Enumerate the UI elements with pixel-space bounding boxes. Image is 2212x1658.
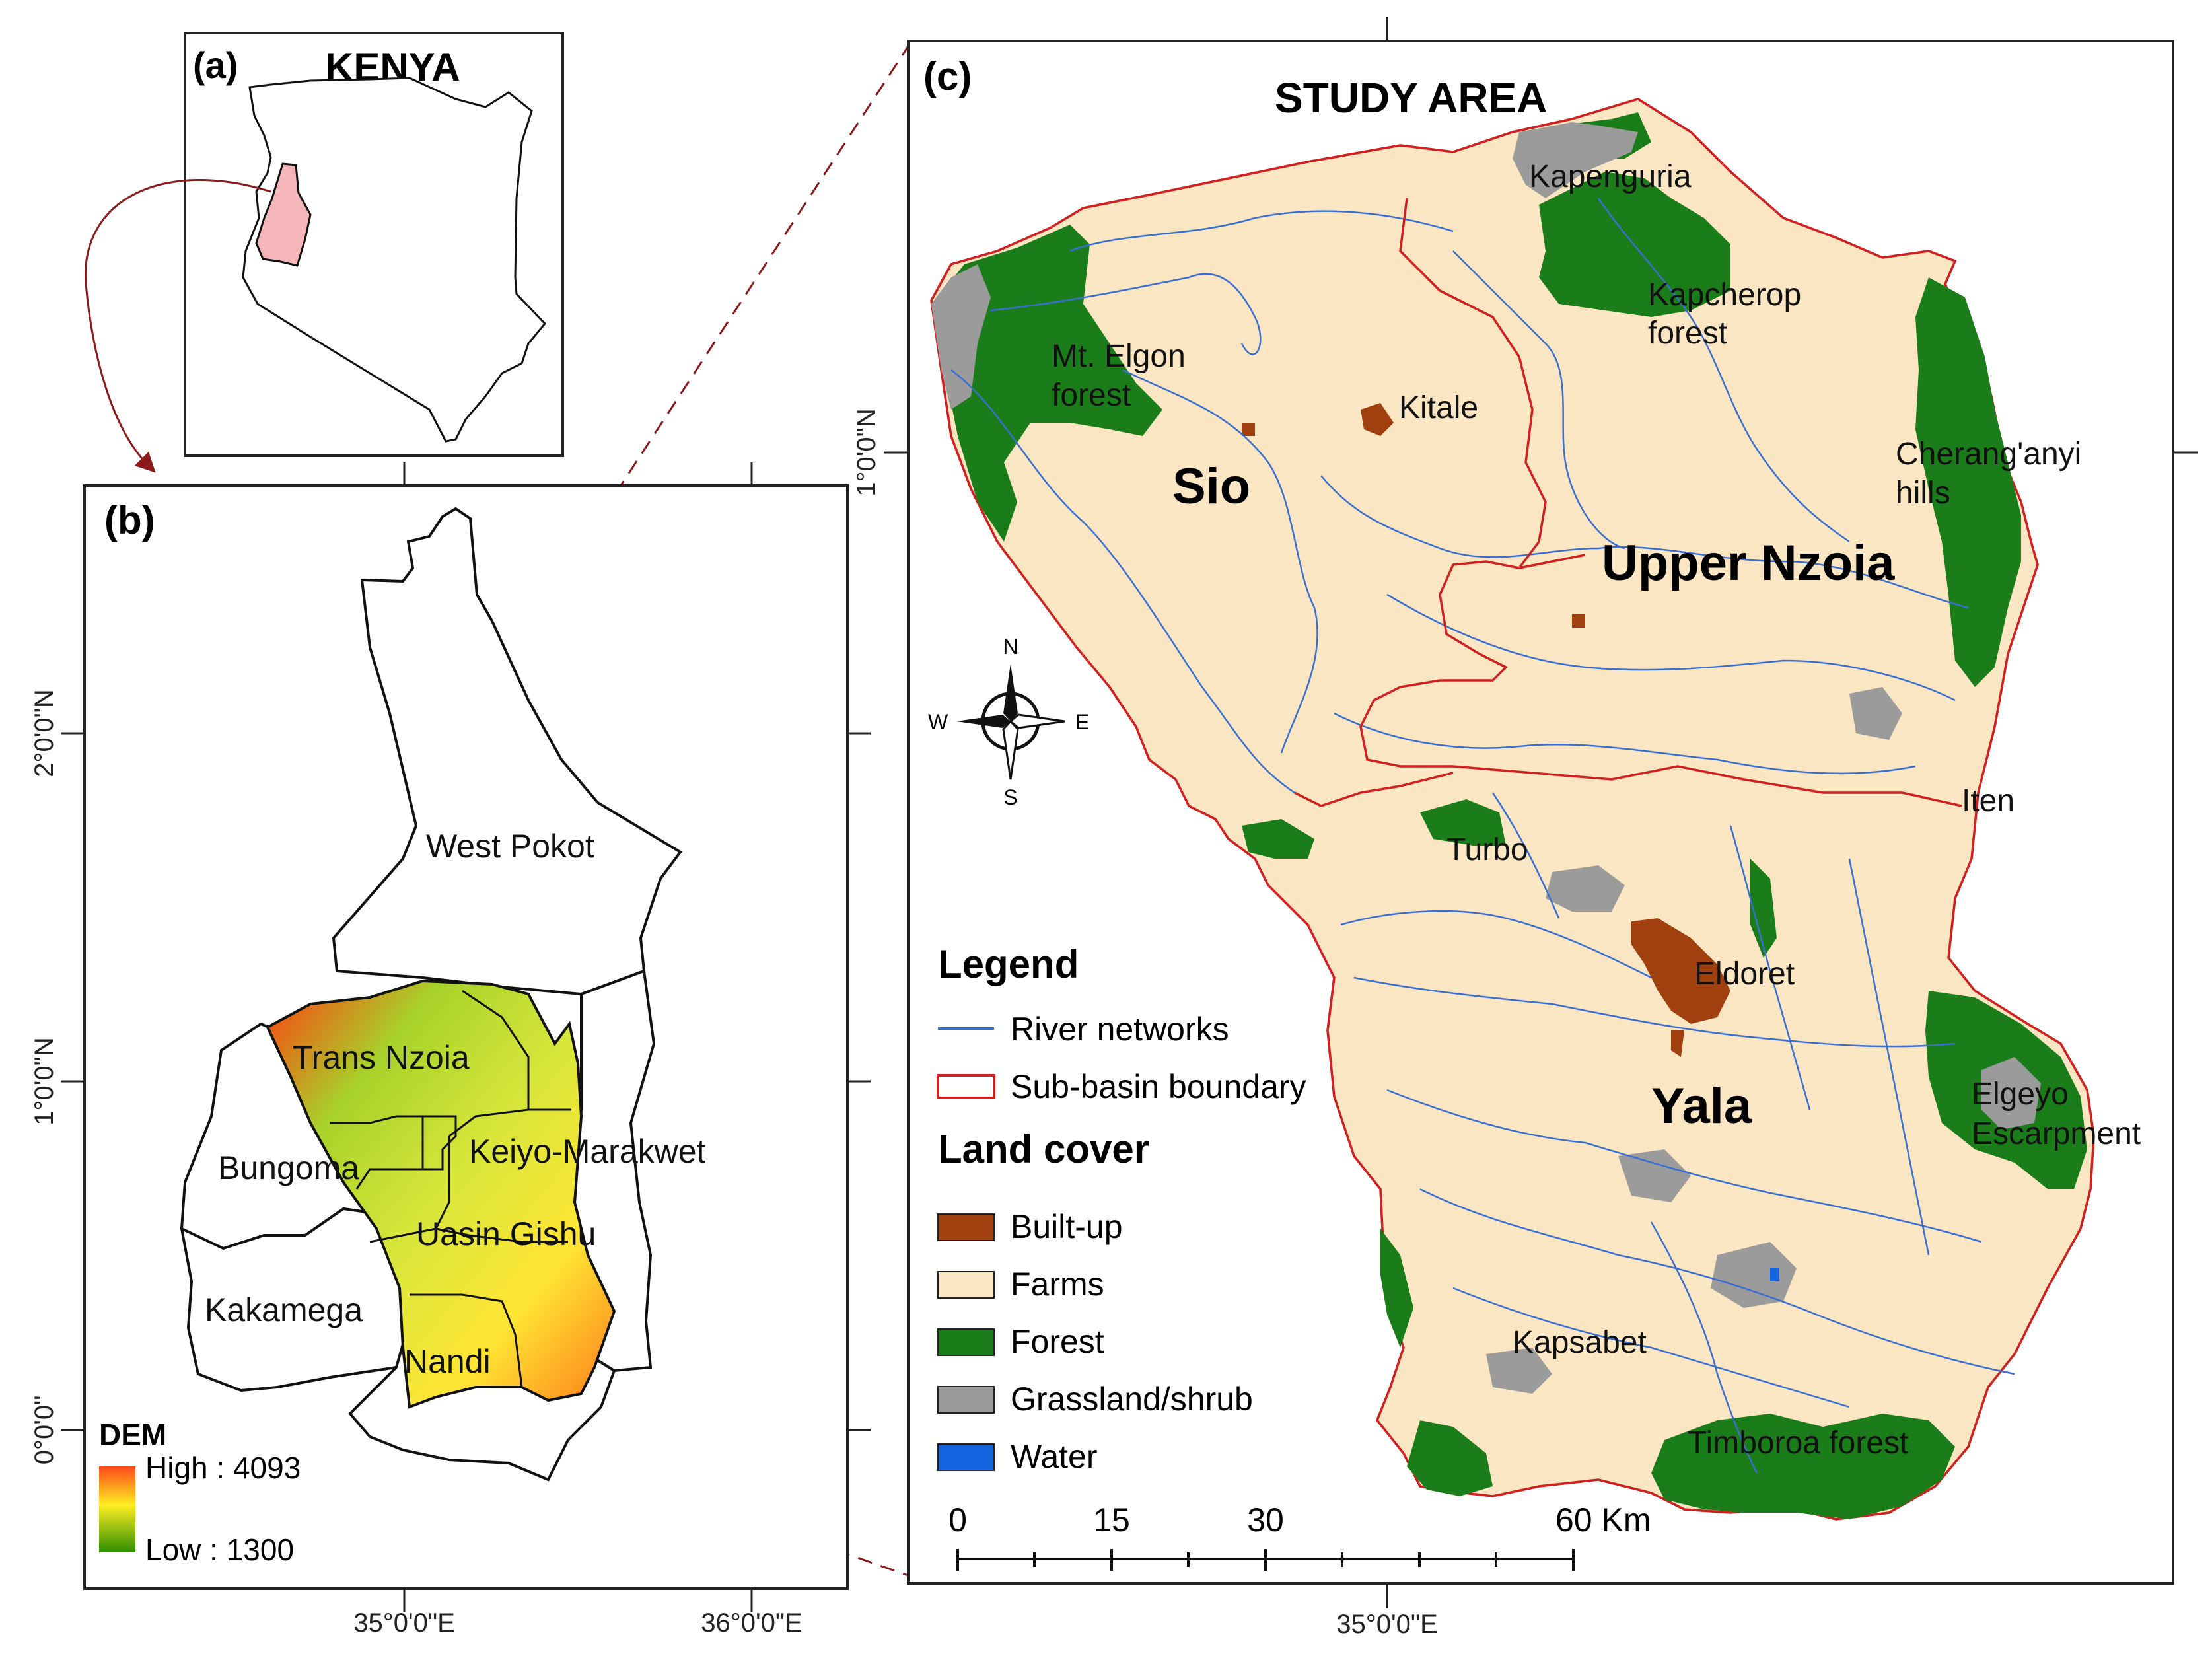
place-kapenguria: Kapenguria — [1529, 159, 1692, 194]
legend-boundary-swatch — [937, 1074, 995, 1099]
landcover-swatch-grassland-shrub — [937, 1386, 995, 1414]
panel-b: (b) West Pokot T — [30, 462, 871, 1638]
dem-legend-title: DEM — [99, 1418, 166, 1452]
panel-a: (a) KENYA — [184, 32, 564, 457]
place-eldoret: Eldoret — [1694, 956, 1795, 991]
panel-b-lat-1n: 1°0'0"N — [30, 1037, 59, 1125]
label-west-pokot: West Pokot — [426, 828, 594, 865]
panel-c-title: STUDY AREA — [1275, 74, 1548, 122]
landcover-label-built-up: Built-up — [1011, 1208, 1123, 1245]
place-kapcherop: Kapcherop — [1648, 277, 1801, 312]
place-elgeyo: Elgeyo — [1972, 1077, 2069, 1112]
place-escarpment: Escarpment — [1972, 1116, 2141, 1151]
subbasin-boundaries — [1294, 198, 1962, 807]
landcover-label-forest: Forest — [1011, 1323, 1104, 1360]
place-mt-elgon: Mt. Elgon — [1052, 339, 1186, 374]
county-west-pokot — [332, 507, 682, 996]
landcover-swatch-built-up — [937, 1213, 995, 1241]
place-turbo: Turbo — [1446, 832, 1528, 867]
label-keiyo-marakwet: Keiyo-Marakwet — [469, 1133, 706, 1170]
grassland-patches — [931, 122, 2041, 1394]
label-trans-nzoia: Trans Nzoia — [293, 1039, 470, 1076]
place-kitale: Kitale — [1399, 390, 1478, 425]
legend-boundary-label: Sub-basin boundary — [1011, 1068, 1306, 1105]
place-kapcherop-forest: forest — [1648, 316, 1727, 351]
panel-c-lon-35e: 35°0'0"E — [1336, 1610, 1438, 1639]
subbasin-sio: Sio — [1172, 458, 1250, 515]
place-timboroa-forest: Timboroa forest — [1688, 1425, 1908, 1460]
compass-e: E — [1075, 710, 1089, 734]
water-patch — [1770, 1268, 1779, 1281]
subbasin-yala: Yala — [1651, 1078, 1752, 1134]
landcover-swatch-water — [937, 1443, 995, 1471]
dem-internal-boundaries — [330, 990, 571, 1388]
panel-b-lon-35e: 35°0'0"E — [353, 1608, 455, 1638]
panel-c-ticks — [884, 17, 2198, 1608]
scale-bar-ticks — [956, 1549, 1575, 1571]
place-cheranganyi: Cherang'anyi — [1896, 437, 2081, 472]
label-kakamega: Kakamega — [205, 1291, 363, 1328]
compass-n: N — [1003, 635, 1018, 659]
panel-c: (c) STUDY AREA 1°0'0"N 35°0'0"E — [852, 17, 2198, 1639]
river-networks — [950, 198, 2015, 1474]
builtup-patches — [1242, 403, 1730, 1057]
scale-label-15: 15 — [1093, 1501, 1130, 1538]
landcover-items: Built-up Farms Forest Grassland/shrub Water — [937, 1208, 1253, 1475]
landcover-title: Land cover — [938, 1127, 1149, 1171]
compass-w: W — [928, 710, 948, 734]
landcover-label-farms: Farms — [1011, 1266, 1104, 1303]
place-kapsabet: Kapsabet — [1513, 1325, 1647, 1360]
panel-b-lat-2n: 2°0'0"N — [30, 689, 59, 777]
label-uasin-gishu: Uasin Gishu — [416, 1215, 596, 1252]
legend-title: Legend — [938, 942, 1079, 986]
scale-label-30: 30 — [1247, 1501, 1284, 1538]
panel-a-letter: (a) — [193, 44, 238, 86]
compass-s: S — [1003, 785, 1017, 809]
landcover-label-water: Water — [1011, 1438, 1098, 1475]
dem-color-ramp — [99, 1466, 135, 1552]
place-labels: Kapenguria Kapcherop forest Mt. Elgon fo… — [1052, 159, 2141, 1460]
north-arrow: N E S W — [928, 635, 1089, 809]
place-iten: Iten — [1962, 783, 2015, 818]
panel-b-letter: (b) — [104, 498, 155, 542]
panel-c-lat-1n: 1°0'0"N — [852, 408, 881, 496]
landcover-swatch-forest — [937, 1328, 995, 1356]
scale-label-60: 60 Km — [1555, 1501, 1651, 1538]
inset-arrow — [84, 178, 271, 473]
legend-river-label: River networks — [1011, 1011, 1229, 1048]
scale-label-0: 0 — [948, 1501, 967, 1538]
panel-c-letter: (c) — [923, 54, 972, 98]
label-nandi: Nandi — [404, 1343, 491, 1380]
panel-b-lon-36e: 36°0'0"E — [701, 1608, 803, 1638]
landcover-swatch-farms — [937, 1271, 995, 1299]
place-cheranganyi-hills: hills — [1896, 476, 1950, 511]
label-bungoma: Bungoma — [218, 1149, 359, 1186]
forest-patches — [938, 112, 2087, 1519]
place-mt-elgon-forest: forest — [1052, 378, 1131, 413]
scale-bar: 0 15 30 60 Km — [948, 1501, 1651, 1571]
panel-b-lat-0: 0°0'0" — [30, 1396, 59, 1465]
study-area-highlight — [255, 162, 312, 267]
landcover-label-grassland-shrub: Grassland/shrub — [1011, 1381, 1253, 1418]
subbasin-upper-nzoia: Upper Nzoia — [1602, 535, 1895, 591]
dem-low-label: Low : 1300 — [145, 1532, 294, 1567]
legend: Legend River networks Sub-basin boundary… — [937, 942, 1306, 1475]
dem-high-label: High : 4093 — [145, 1451, 301, 1485]
kenya-outline — [242, 77, 547, 443]
panel-b-ticks — [61, 462, 871, 1612]
